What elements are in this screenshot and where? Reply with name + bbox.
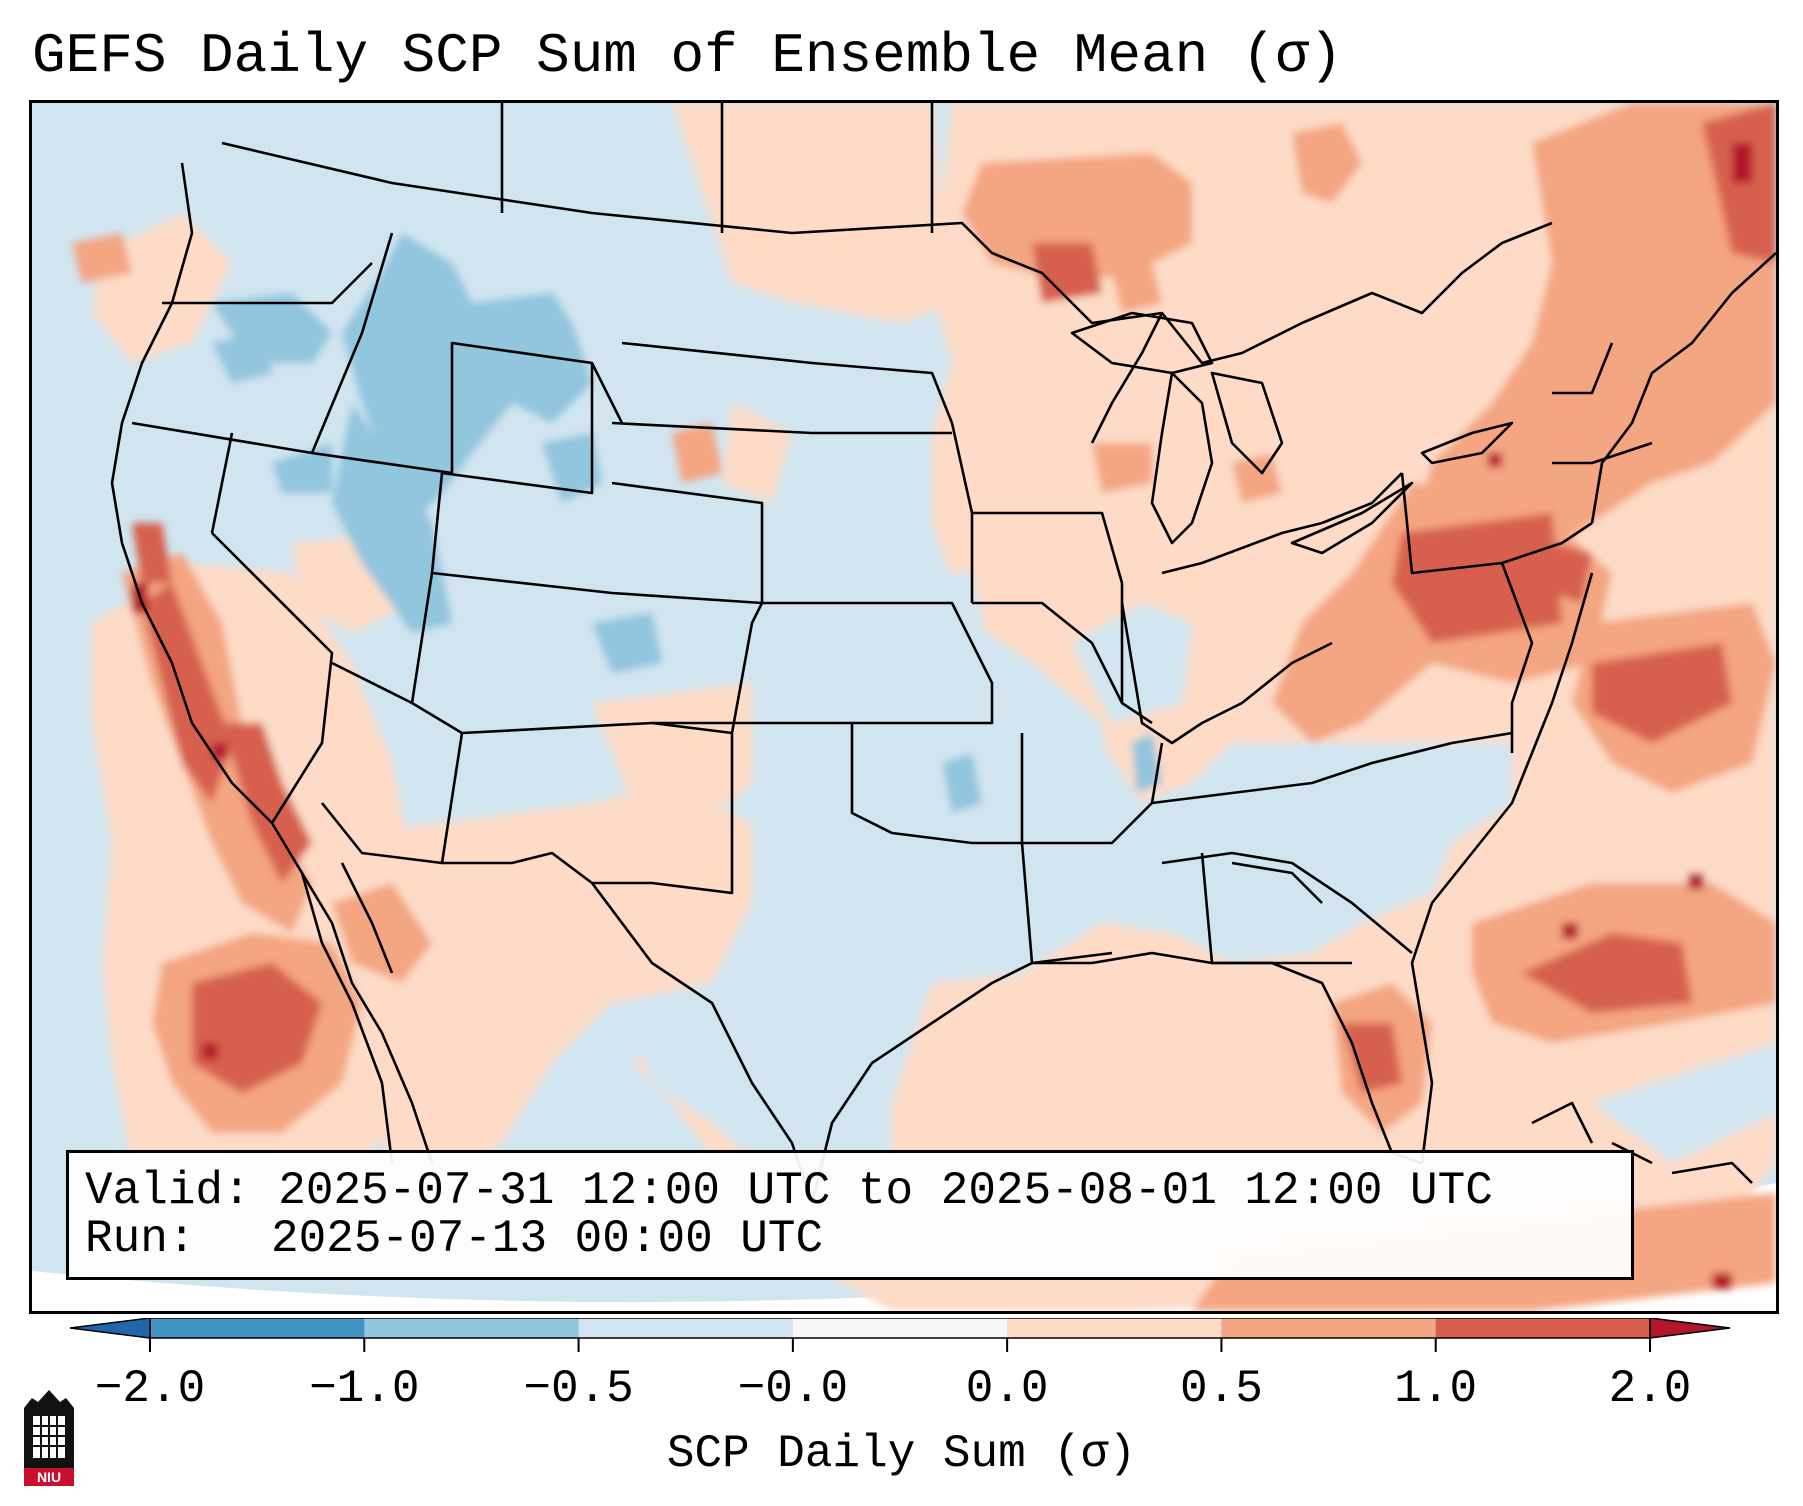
valid-value: 2025-07-31 12:00 UTC to 2025-08-01 12:00… (278, 1165, 1493, 1217)
niu-shield-icon: NIU (24, 1390, 74, 1486)
page-title: GEFS Daily SCP Sum of Ensemble Mean (σ) (32, 24, 1343, 88)
colorbar-tick-label: 0.5 (1180, 1363, 1263, 1415)
anomaly-field (72, 103, 1776, 1311)
colorbar (70, 1318, 1731, 1352)
colorbar-tick-label: 0.0 (965, 1363, 1049, 1415)
valid-label: Valid: (85, 1165, 251, 1217)
colorbar-bin (792, 1318, 1008, 1338)
dark-red-regions (132, 143, 1752, 1289)
run-label: Run: (85, 1213, 196, 1265)
colorbar-bin (1007, 1318, 1222, 1338)
colorbar-bin (1435, 1318, 1651, 1338)
colorbar-bins (149, 1318, 1651, 1339)
colorbar-tick-label: −0.5 (523, 1363, 634, 1415)
colorbar-bin (150, 1318, 365, 1338)
colorbar-tick-label: −1.0 (309, 1363, 420, 1415)
valid-run-info-box: Valid: 2025-07-31 12:00 UTC to 2025-08-0… (66, 1150, 1634, 1280)
colorbar-tick-label: 2.0 (1608, 1363, 1692, 1415)
colorbar-extend-low (70, 1318, 151, 1339)
colorbar-bin (1221, 1318, 1437, 1338)
colorbar-tick-marks (149, 1338, 1651, 1352)
run-line: Run: 2025-07-13 00:00 UTC (85, 1211, 823, 1267)
colorbar-extend-high (1649, 1318, 1731, 1339)
run-value: 2025-07-13 00:00 UTC (271, 1213, 824, 1265)
scp-map (32, 103, 1776, 1311)
valid-line: Valid: 2025-07-31 12:00 UTC to 2025-08-0… (85, 1163, 1493, 1219)
colorbar-tick-label: −0.0 (737, 1363, 849, 1415)
colorbar-label: SCP Daily Sum (σ) (666, 1428, 1137, 1480)
colorbar-tick-label: −2.0 (94, 1363, 206, 1415)
colorbar-tick-label: 1.0 (1394, 1363, 1478, 1415)
colorbar-bin (578, 1318, 794, 1338)
colorbar-bin (364, 1318, 580, 1338)
map-panel (29, 100, 1779, 1314)
political-boundaries (110, 103, 1776, 1204)
niu-logo-text: NIU (37, 1469, 61, 1485)
